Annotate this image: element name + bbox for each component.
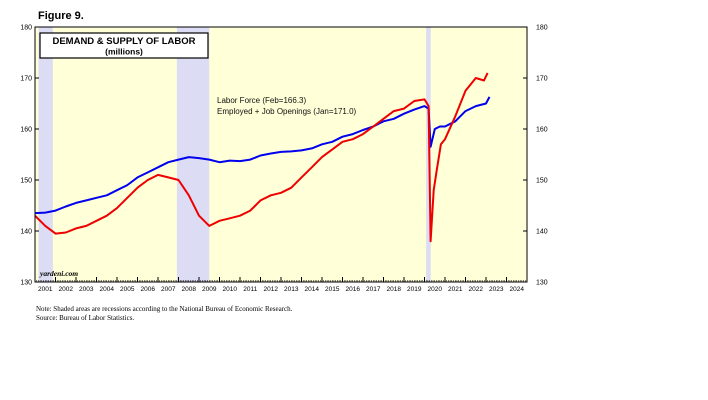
x-tick-label: 2011 bbox=[243, 286, 257, 293]
note-source: Source: Bureau of Labor Statistics. bbox=[36, 314, 135, 322]
series-lines bbox=[34, 72, 491, 243]
x-tick-label: 2013 bbox=[284, 286, 299, 293]
x-tick-label: 2018 bbox=[387, 286, 402, 293]
chart-subtitle: (millions) bbox=[105, 47, 143, 57]
x-tick-label: 2016 bbox=[346, 286, 361, 293]
x-tick-label: 2006 bbox=[141, 286, 156, 293]
x-tick-label: 2022 bbox=[469, 286, 484, 293]
x-tick-label: 2002 bbox=[59, 286, 74, 293]
series-line-labor-force bbox=[34, 96, 491, 215]
x-tick-label: 2001 bbox=[38, 286, 53, 293]
y-tick-label-right: 130 bbox=[536, 280, 548, 287]
x-tick-label: 2005 bbox=[120, 286, 135, 293]
series-line-employed-plus-openings bbox=[34, 72, 489, 243]
plot-frame bbox=[34, 26, 528, 283]
y-tick-label-left: 150 bbox=[20, 178, 32, 185]
x-tick-label: 2024 bbox=[510, 286, 525, 293]
x-tick-label: 2010 bbox=[223, 286, 238, 293]
y-tick-label-left: 140 bbox=[20, 229, 32, 236]
x-tick-label: 2020 bbox=[428, 286, 443, 293]
annotation-labor-force: Labor Force (Feb=166.3) bbox=[217, 96, 306, 105]
x-tick-label: 2015 bbox=[325, 286, 340, 293]
figure-label: Figure 9. bbox=[38, 10, 84, 22]
x-tick-label: 2014 bbox=[305, 286, 320, 293]
chart-title: DEMAND & SUPPLY OF LABOR bbox=[52, 36, 195, 47]
chart: 130 130 140 140 150 150 160 160 170 170 180 180 2001… bbox=[20, 25, 548, 294]
x-tick-label: 2003 bbox=[79, 286, 94, 293]
x-tick-label: 2004 bbox=[100, 286, 115, 293]
recession-band-2 bbox=[176, 27, 210, 282]
y-tick-label-right: 180 bbox=[536, 25, 548, 32]
x-tick-label: 2021 bbox=[448, 286, 463, 293]
y-tick-label-right: 150 bbox=[536, 178, 548, 185]
x-tick-label: 2007 bbox=[161, 286, 176, 293]
y-tick-label-right: 140 bbox=[536, 229, 548, 236]
y-tick-label-left: 130 bbox=[20, 280, 32, 287]
title-box: DEMAND & SUPPLY OF LABOR (millions) bbox=[39, 32, 209, 59]
y-tick-label-left: 170 bbox=[20, 76, 32, 83]
x-tick-label: 2019 bbox=[407, 286, 422, 293]
x-tick-label: 2017 bbox=[366, 286, 381, 293]
recession-band-1 bbox=[38, 27, 53, 282]
x-tick-label: 2023 bbox=[489, 286, 504, 293]
note-recessions: Note: Shaded areas are recessions accord… bbox=[36, 305, 293, 313]
y-tick-label-left: 180 bbox=[20, 25, 32, 32]
plot-background bbox=[35, 27, 527, 282]
x-tick-label: 2009 bbox=[202, 286, 217, 293]
notes: Note: Shaded areas are recessions accord… bbox=[36, 305, 292, 323]
annotation-employed-openings: Employed + Job Openings (Jan=171.0) bbox=[217, 107, 357, 116]
x-tick-label: 2008 bbox=[182, 286, 197, 293]
y-tick-label-left: 160 bbox=[20, 127, 32, 134]
y-tick-label-right: 170 bbox=[536, 76, 548, 83]
x-tick-label: 2012 bbox=[264, 286, 279, 293]
y-tick-label-right: 160 bbox=[536, 127, 548, 134]
source-watermark: yardeni.com bbox=[39, 269, 78, 278]
